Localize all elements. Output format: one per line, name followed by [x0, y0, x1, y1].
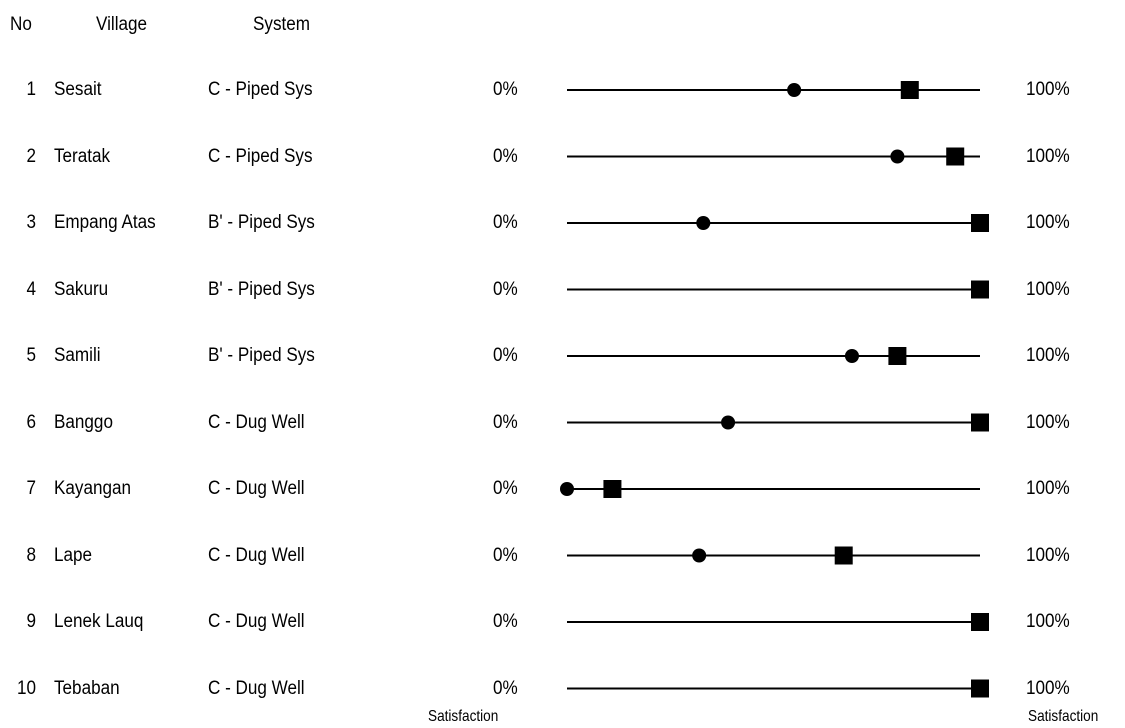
circle-marker	[696, 216, 711, 230]
scale-low-label: 0%	[493, 677, 518, 699]
row-number: 4	[26, 278, 36, 300]
scale-high-label: 100%	[1026, 278, 1070, 300]
system-type: C - Dug Well	[208, 478, 305, 499]
square-marker	[971, 413, 989, 432]
square-marker	[971, 679, 989, 698]
square-marker	[971, 214, 989, 232]
row-number: 1	[26, 79, 36, 100]
table-row: 10 Tebaban C - Dug Well 0% 100%	[0, 674, 1125, 704]
row-number: 10	[16, 677, 36, 699]
scale-high-label: 100%	[1026, 478, 1070, 499]
village-name: Tebaban	[54, 677, 120, 699]
system-type: B' - Piped Sys	[208, 278, 315, 300]
circle-marker	[787, 83, 802, 97]
village-name: Banggo	[54, 411, 113, 433]
row-number: 7	[26, 478, 36, 499]
village-name: Sakuru	[54, 278, 109, 300]
village-name: Empang Atas	[54, 212, 156, 233]
table-row: 6 Banggo C - Dug Well 0% 100%	[0, 408, 1125, 438]
village-name: Teratak	[54, 145, 111, 167]
scale-low-label: 0%	[493, 611, 518, 632]
scale-low-label: 0%	[493, 544, 518, 566]
system-type: C - Dug Well	[208, 544, 305, 566]
scale-high-label: 100%	[1026, 544, 1070, 566]
table-row: 5 Samili B' - Piped Sys 0% 100%	[0, 341, 1125, 371]
circle-marker	[721, 415, 736, 430]
square-marker	[888, 347, 907, 365]
square-marker	[946, 147, 965, 166]
header-village: Village	[96, 14, 148, 35]
square-marker	[834, 546, 853, 565]
circle-marker	[560, 482, 574, 496]
table-row: 2 Teratak C - Piped Sys 0% 100%	[0, 142, 1125, 172]
scale-high-caption: Satisfaction	[1028, 708, 1099, 725]
scale-low-caption: Satisfaction	[428, 708, 499, 725]
circle-marker	[692, 548, 707, 563]
system-type: C - Piped Sys	[208, 145, 313, 167]
system-type: C - Piped Sys	[208, 79, 313, 100]
square-marker	[900, 81, 919, 99]
header-no: No	[10, 14, 32, 35]
row-number: 8	[26, 544, 36, 566]
square-marker	[971, 613, 989, 631]
table-row: 8 Lape C - Dug Well 0% 100%	[0, 541, 1125, 571]
system-type: B' - Piped Sys	[208, 212, 315, 233]
scale-low-label: 0%	[493, 145, 518, 167]
scale-high-label: 100%	[1026, 411, 1070, 433]
village-name: Kayangan	[54, 478, 132, 499]
circle-marker	[890, 149, 905, 164]
row-number: 6	[26, 411, 36, 433]
scale-low-label: 0%	[493, 79, 518, 100]
table-row: 1 Sesait C - Piped Sys 0% 100%	[0, 75, 1125, 105]
table-row: 7 Kayangan C - Dug Well 0% 100%	[0, 474, 1125, 504]
village-name: Lape	[54, 544, 93, 566]
square-marker	[971, 280, 989, 299]
row-number: 3	[26, 212, 36, 233]
system-type: B' - Piped Sys	[208, 345, 315, 366]
scale-low-label: 0%	[493, 411, 518, 433]
scale-high-label: 100%	[1026, 611, 1070, 632]
scale-high-label: 100%	[1026, 677, 1070, 699]
village-name: Sesait	[54, 79, 102, 100]
scale-low-label: 0%	[493, 278, 518, 300]
row-number: 5	[26, 345, 36, 366]
scale-high-label: 100%	[1026, 212, 1070, 233]
village-name: Lenek Lauq	[54, 611, 144, 632]
square-marker	[603, 480, 622, 498]
system-type: C - Dug Well	[208, 677, 305, 699]
scale-high-label: 100%	[1026, 345, 1070, 366]
system-type: C - Dug Well	[208, 611, 305, 632]
scale-low-label: 0%	[493, 478, 518, 499]
table-row: 4 Sakuru B' - Piped Sys 0% 100%	[0, 275, 1125, 305]
scale-low-label: 0%	[493, 212, 518, 233]
scale-high-label: 100%	[1026, 79, 1070, 100]
table-row: 9 Lenek Lauq C - Dug Well 0% 100%	[0, 607, 1125, 637]
circle-marker	[844, 349, 859, 363]
header-system: System	[253, 14, 311, 35]
row-number: 9	[26, 611, 36, 632]
system-type: C - Dug Well	[208, 411, 305, 433]
village-name: Samili	[54, 345, 101, 366]
scale-low-label: 0%	[493, 345, 518, 366]
row-number: 2	[26, 145, 36, 167]
table-row: 3 Empang Atas B' - Piped Sys 0% 100%	[0, 208, 1125, 238]
scale-high-label: 100%	[1026, 145, 1070, 167]
